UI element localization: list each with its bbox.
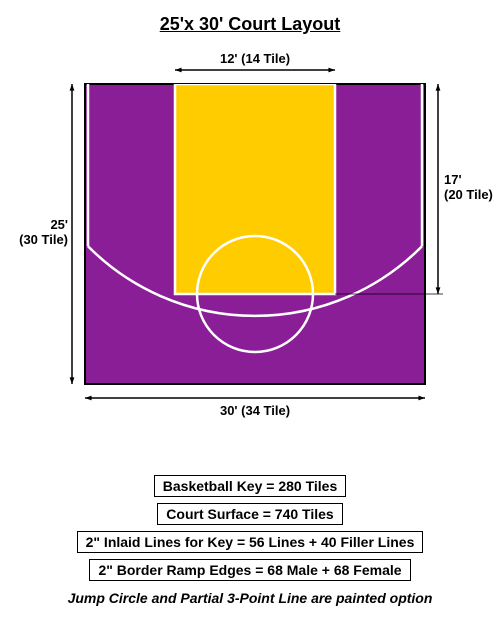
notes-block: Basketball Key = 280 Tiles Court Surface… xyxy=(0,472,500,606)
court-svg xyxy=(0,38,500,448)
dim-label-top: 12' (14 Tile) xyxy=(205,52,305,67)
note-row: Basketball Key = 280 Tiles xyxy=(154,475,346,497)
note-row: 2" Border Ramp Edges = 68 Male + 68 Fema… xyxy=(89,559,410,581)
note-row: Court Surface = 740 Tiles xyxy=(157,503,342,525)
dim-label-bottom: 30' (34 Tile) xyxy=(195,404,315,419)
dim-label-left: 25' (30 Tile) xyxy=(10,218,68,248)
footnote: Jump Circle and Partial 3-Point Line are… xyxy=(0,590,500,606)
court-diagram: 12' (14 Tile) 25' (30 Tile) 17' (20 Tile… xyxy=(0,38,500,448)
page-title: 25'x 30' Court Layout xyxy=(0,0,500,35)
dim-label-right: 17' (20 Tile) xyxy=(444,173,500,203)
note-row: 2" Inlaid Lines for Key = 56 Lines + 40 … xyxy=(77,531,424,553)
